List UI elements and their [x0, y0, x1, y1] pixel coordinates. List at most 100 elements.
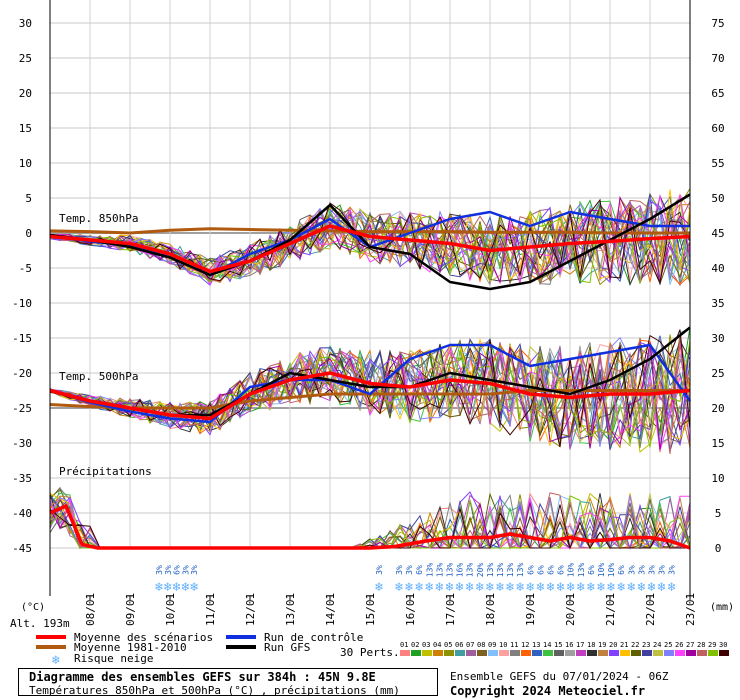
snow-percent-label: 13%: [446, 563, 455, 578]
snowflake-icon: ❄: [586, 580, 595, 595]
run-info: Ensemble GEFS du 07/01/2024 - 06Z: [450, 670, 669, 683]
date-label: 20/01: [564, 593, 577, 626]
date-label: 23/01: [684, 593, 697, 626]
left-unit-label: (°C): [21, 602, 45, 613]
date-label: 10/01: [164, 593, 177, 626]
snowflake-icon: ❄: [647, 580, 656, 595]
snowflake-icon: ❄: [445, 580, 454, 595]
chart-axes: 302520151050-5-10-15-20-25-30-35-40-4575…: [12, 0, 725, 596]
snow-percent-label: 13%: [496, 563, 505, 578]
pert-swatch: [642, 650, 652, 656]
pert-id-label: 24: [653, 641, 661, 649]
right-tick-label: 50: [711, 192, 724, 205]
t500-member-line: [50, 340, 691, 448]
left-tick-label: 25: [19, 52, 32, 65]
snowflake-icon: ❄: [374, 580, 383, 595]
t850-member-line: [49, 195, 691, 284]
snowflake-icon: ❄: [163, 580, 172, 595]
snow-percent-label: 13%: [466, 563, 475, 578]
pert-swatch: [455, 650, 465, 656]
pert-swatch: [466, 650, 476, 656]
pert-swatch: [675, 650, 685, 656]
left-tick-label: 20: [19, 87, 32, 100]
pert-swatch: [422, 650, 432, 656]
t500-member-line: [49, 337, 691, 432]
left-tick-label: 0: [25, 227, 32, 240]
snowflake-icon: ❄: [475, 580, 484, 595]
right-tick-label: 20: [711, 402, 724, 415]
chart-title: Diagramme des ensembles GEFS sur 384h : …: [29, 670, 376, 684]
pert-swatch: [598, 650, 608, 656]
perts-label: 30 Perts.: [340, 646, 400, 659]
date-label: 15/01: [364, 593, 377, 626]
snow-percent-label: 6%: [617, 565, 626, 575]
snow-percent-label: 3%: [627, 565, 636, 575]
precip-section-label: Précipitations: [59, 465, 152, 478]
control-500-line: [49, 343, 692, 424]
snowflake-icon: ❄: [424, 580, 433, 595]
snow-percent-label: 13%: [516, 563, 525, 578]
right-tick-label: 65: [711, 87, 724, 100]
snow-percent-label: 20%: [476, 563, 485, 578]
snow-percent-label: 3%: [375, 565, 384, 575]
pert-id-label: 16: [565, 641, 573, 649]
snowflake-icon: ❄: [394, 580, 403, 595]
right-tick-label: 15: [711, 437, 724, 450]
left-tick-label: -30: [12, 437, 32, 450]
pert-swatch: [444, 650, 454, 656]
date-label: 21/01: [604, 593, 617, 626]
pert-id-label: 07: [466, 641, 474, 649]
snow-percent-label: 3%: [637, 565, 646, 575]
pert-id-label: 12: [521, 641, 529, 649]
snow-percent-label: 3%: [648, 565, 657, 575]
pert-id-label: 09: [488, 641, 496, 649]
left-tick-label: -45: [12, 542, 32, 555]
pert-swatch: [697, 650, 707, 656]
legend-climo-swatch: [36, 645, 66, 649]
pert-swatch: [587, 650, 597, 656]
pert-swatch: [433, 650, 443, 656]
snow-percent-label: 13%: [506, 563, 515, 578]
pert-id-label: 11: [510, 641, 518, 649]
snowflake-icon: ❄: [606, 580, 615, 595]
pert-swatch: [631, 650, 641, 656]
plot-labels: Temp. 850hPa Temp. 500hPa Précipitations: [59, 212, 152, 478]
pert-id-label: 28: [697, 641, 705, 649]
snow-percent-label: 6%: [415, 565, 424, 575]
pert-id-label: 08: [477, 641, 485, 649]
legend-gfs-label: Run GFS: [264, 641, 310, 654]
pert-swatch: [400, 650, 410, 656]
snowflake-icon: ❄: [404, 580, 413, 595]
pert-swatch: [565, 650, 575, 656]
left-tick-label: -40: [12, 507, 32, 520]
snowflake-icon: ❄: [636, 580, 645, 595]
right-tick-label: 70: [711, 52, 724, 65]
snow-percent-label: 6%: [526, 565, 535, 575]
right-tick-label: 75: [711, 17, 724, 30]
pert-id-label: 06: [455, 641, 463, 649]
pert-legend: 01 02 03 04 05 06 07 08 09 10 11 12 13 14 15 16 17 18 19 20…: [400, 641, 729, 656]
snowflake-icon: ❄: [616, 580, 625, 595]
snowflake-icon: ❄: [566, 580, 575, 595]
pert-id-label: 15: [554, 641, 562, 649]
right-tick-label: 40: [711, 262, 724, 275]
snow-percent-label: 3%: [181, 565, 190, 575]
snow-percent-label: 13%: [577, 563, 586, 578]
info-box: Diagramme des ensembles GEFS sur 384h : …: [18, 668, 438, 697]
pert-swatch: [576, 650, 586, 656]
date-label: 14/01: [324, 593, 337, 626]
snow-percent-label: 13%: [486, 563, 495, 578]
pert-swatch: [719, 650, 729, 656]
climo-850-line: [49, 227, 690, 235]
date-label: 19/01: [524, 593, 537, 626]
snow-percent-label: 3%: [658, 565, 667, 575]
snow-percent-label: 6%: [547, 565, 556, 575]
pert-id-label: 29: [708, 641, 716, 649]
snowflake-icon: ❄: [576, 580, 585, 595]
right-unit-label: (mm): [710, 602, 734, 613]
pert-swatch: [686, 650, 696, 656]
snow-percent-label: 3%: [190, 565, 199, 575]
chart-legend: Alt. 193m (°C) (mm) Moyenne des scénario…: [10, 602, 734, 668]
t500-member-line: [49, 336, 691, 447]
